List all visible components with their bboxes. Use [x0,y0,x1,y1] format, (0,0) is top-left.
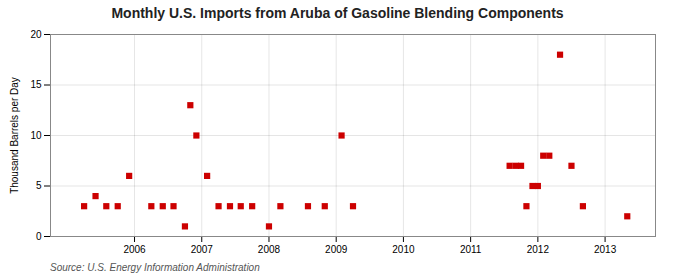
svg-text:5: 5 [36,180,42,191]
svg-text:2012: 2012 [527,244,550,255]
svg-text:Thousand Barrels per Day: Thousand Barrels per Day [9,77,20,194]
svg-text:2009: 2009 [325,244,348,255]
svg-text:2013: 2013 [594,244,617,255]
html-text:Source: U.S. Energy Informatio: Source: U.S. Energy Information Administ… [50,262,260,273]
svg-text:2006: 2006 [123,244,146,255]
svg-text:0: 0 [36,231,42,242]
html-text:Monthly U.S. Imports from Arub: Monthly U.S. Imports from Aruba of Gasol… [111,5,564,21]
svg-text:15: 15 [30,79,42,90]
svg-text:20: 20 [30,29,42,40]
svg-text:2011: 2011 [460,244,482,255]
svg-text:2010: 2010 [392,244,415,255]
svg-text:2008: 2008 [258,244,281,255]
svg-text:2007: 2007 [191,244,214,255]
svg-text:10: 10 [30,130,42,141]
